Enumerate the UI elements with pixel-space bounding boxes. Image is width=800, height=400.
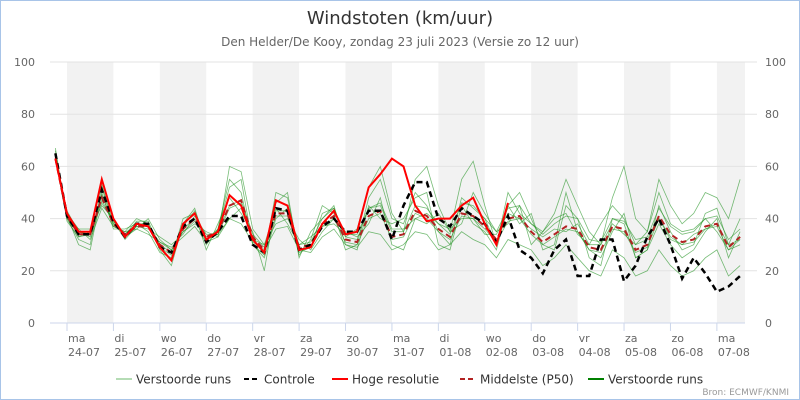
y-tick-label-left: 20 (21, 265, 35, 278)
y-tick-label-right: 40 (765, 213, 779, 226)
y-tick-label-right: 0 (765, 317, 772, 330)
x-tick-day: vr (254, 332, 266, 345)
y-tick-label-left: 80 (21, 108, 35, 121)
day-band (438, 62, 485, 323)
x-tick-date: 24-07 (68, 346, 100, 359)
ensemble-member-line (55, 158, 741, 277)
y-tick-label-left: 40 (21, 213, 35, 226)
x-tick-date: 27-07 (207, 346, 239, 359)
x-tick-date: 06-08 (671, 346, 703, 359)
legend-item[interactable]: Hoge resolutie (332, 373, 439, 387)
x-tick-date: 31-07 (393, 346, 425, 359)
y-tick-label-right: 20 (765, 265, 779, 278)
legend-item[interactable]: Verstoorde runs (116, 373, 231, 387)
x-tick-day: zo (347, 332, 360, 345)
hoge-resolutie-line (54, 157, 509, 263)
x-tick-date: 26-07 (161, 346, 193, 359)
legend-item[interactable]: Middelste (P50) (460, 373, 574, 387)
legend-label: Controle (264, 373, 315, 387)
legend-label: Middelste (P50) (480, 373, 574, 387)
x-tick-date: 01-08 (439, 346, 471, 359)
x-tick-day: do (532, 332, 546, 345)
chart-subtitle: Den Helder/De Kooy, zondag 23 juli 2023 … (221, 35, 579, 49)
day-band (624, 62, 671, 323)
x-tick-date: 29-07 (300, 346, 332, 359)
x-tick-date: 30-07 (347, 346, 379, 359)
x-tick-day: di (114, 332, 124, 345)
day-band (159, 62, 207, 323)
legend-item[interactable]: Verstoorde runs (588, 373, 703, 387)
x-tick-day: ma (68, 332, 85, 345)
y-tick-label-left: 100 (14, 56, 35, 69)
day-band (531, 62, 578, 323)
ensemble-member-line (55, 161, 741, 246)
x-tick-day: ma (718, 332, 735, 345)
x-tick-day: wo (486, 332, 502, 345)
y-tick-label-right: 60 (765, 160, 779, 173)
x-tick-day: di (439, 332, 449, 345)
y-tick-label-right: 80 (765, 108, 779, 121)
x-tick-date: 05-08 (625, 346, 657, 359)
x-tick-date: 25-07 (114, 346, 146, 359)
y-tick-label-right: 100 (765, 56, 786, 69)
x-tick-date: 03-08 (532, 346, 564, 359)
x-tick-day: ma (393, 332, 410, 345)
legend-label: Verstoorde runs (608, 373, 703, 387)
x-tick-date: 07-08 (718, 346, 750, 359)
legend-label: Verstoorde runs (136, 373, 231, 387)
x-tick-date: 28-07 (254, 346, 286, 359)
x-tick-day: za (625, 332, 638, 345)
controle-line (54, 153, 741, 294)
x-tick-day: vr (579, 332, 591, 345)
chart-title: Windstoten (km/uur) (307, 8, 493, 29)
x-tick-date: 02-08 (486, 346, 518, 359)
y-tick-label-left: 0 (28, 317, 35, 330)
day-band (345, 62, 392, 323)
x-tick-day: wo (161, 332, 177, 345)
legend-label: Hoge resolutie (352, 373, 439, 387)
x-tick-day: zo (671, 332, 684, 345)
source-credit: Bron: ECMWF/KNMI (702, 388, 789, 398)
y-tick-label-left: 60 (21, 160, 35, 173)
legend-item[interactable]: Controle (244, 373, 315, 387)
x-tick-day: do (207, 332, 221, 345)
x-tick-date: 04-08 (579, 346, 611, 359)
x-tick-day: za (300, 332, 313, 345)
day-band (716, 62, 745, 323)
ensemble-member-line (55, 153, 741, 254)
